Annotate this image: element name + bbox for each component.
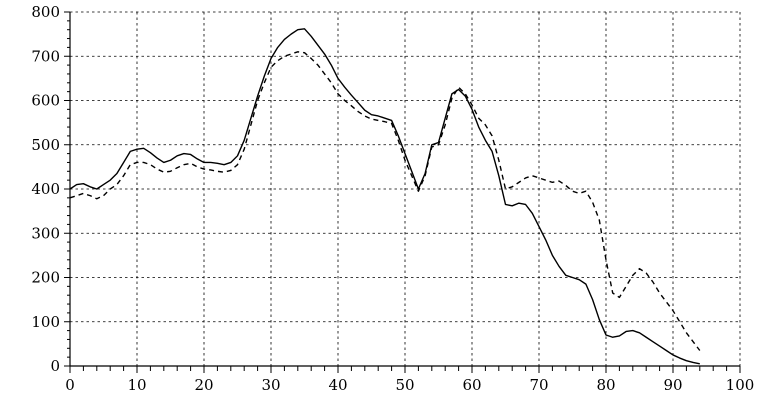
- x-tick-label: 0: [65, 376, 75, 394]
- x-tick-label: 10: [127, 376, 146, 394]
- x-tick-label: 50: [395, 376, 414, 394]
- y-tick-label: 500: [31, 136, 60, 154]
- x-tick-label: 90: [663, 376, 682, 394]
- series-line-solid: [69, 28, 700, 365]
- x-tick-label: 20: [194, 376, 213, 394]
- tick-labels: 0 10 20 30 40 50 60 70 80 90 100 0 100 200 300 400 500 60…: [31, 3, 754, 394]
- y-tick-label: 400: [31, 180, 60, 198]
- series-line-dashed: [69, 51, 701, 351]
- y-tick-label: 200: [31, 269, 60, 287]
- x-tick-label: 100: [726, 376, 755, 394]
- y-tick-label: 0: [50, 357, 60, 375]
- x-tick-label: 60: [462, 376, 481, 394]
- y-tick-label: 600: [31, 92, 60, 110]
- series-layer: [69, 28, 701, 365]
- y-tick-label: 800: [31, 3, 60, 21]
- grid-lines: [70, 11, 741, 366]
- y-tick-label: 100: [31, 313, 60, 331]
- axes: [64, 11, 741, 373]
- x-tick-label: 70: [529, 376, 548, 394]
- x-tick-label: 30: [261, 376, 280, 394]
- y-tick-label: 700: [31, 47, 60, 65]
- x-tick-label: 80: [596, 376, 615, 394]
- x-tick-label: 40: [328, 376, 347, 394]
- y-tick-label: 300: [31, 224, 60, 242]
